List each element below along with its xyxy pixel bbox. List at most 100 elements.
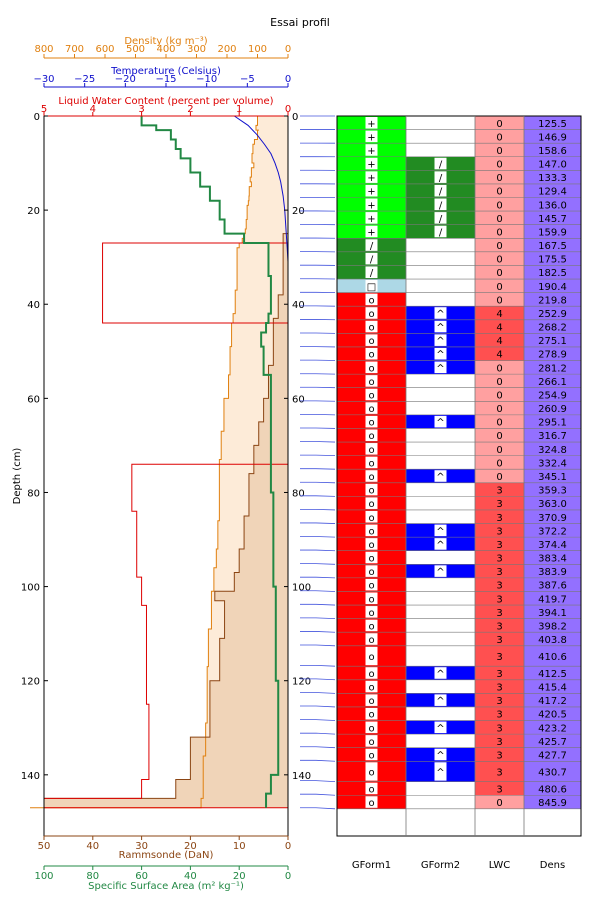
lwc-cell [475, 360, 524, 375]
gform1-symbol: o [368, 377, 374, 388]
gform1-symbol: o [368, 652, 374, 663]
lwc-value: 3 [496, 652, 502, 663]
gform2-symbol: ^ [436, 540, 444, 551]
gform1-symbol-box [365, 212, 378, 224]
ssa-tick-label: 100 [34, 871, 53, 882]
lwc-cell [475, 156, 524, 171]
density-tick-label: 600 [95, 44, 114, 55]
gform1-symbol-box [365, 721, 378, 734]
lwc-cell [475, 666, 524, 680]
table-headers: GForm1 GForm2 LWC Dens [352, 860, 565, 871]
lwc-cell [475, 482, 524, 497]
dens-value: 419.7 [538, 594, 567, 605]
gform1-symbol: o [368, 431, 374, 442]
lwc-series-line [43, 116, 289, 809]
depth-tick-label: 80 [27, 488, 40, 499]
density-tick-label: 100 [248, 44, 267, 55]
dens-value: 275.1 [538, 336, 567, 347]
gform2-cell [406, 374, 475, 388]
gform2-cell [406, 143, 475, 157]
lwc-cell [475, 170, 524, 184]
gform2-cell [406, 509, 475, 524]
inner-depth-tick-label: 0 [292, 112, 298, 123]
gform1-symbol-box [365, 592, 378, 605]
gform2-symbol: / [439, 187, 443, 198]
lwc-value: 3 [496, 710, 502, 721]
lwc-value: 0 [496, 390, 502, 401]
dens-cell [524, 761, 581, 782]
lwc-value: 3 [496, 696, 502, 707]
temperature-tick-label: −10 [196, 74, 217, 85]
dens-value: 278.9 [538, 350, 567, 361]
depth-link-line [300, 759, 336, 762]
dens-cell [524, 197, 581, 212]
gform1-symbol-box [365, 388, 378, 401]
gform2-symbol: ^ [436, 696, 444, 707]
dens-cell [524, 577, 581, 592]
depth-tick-label: 20 [27, 206, 40, 217]
lwc-value: 0 [496, 282, 502, 293]
lwc-value: 3 [496, 723, 502, 734]
table-rows: +0 125.5 + 0 146.9 + 0 158.6 + / 0 147.0 + / 0 133.3 + / 0… [337, 116, 581, 809]
gform1-symbol-box [365, 606, 378, 618]
dens-value: 387.6 [538, 581, 567, 592]
depth-link-line [300, 441, 336, 443]
dens-cell [524, 224, 581, 239]
gform1-symbol: + [367, 132, 375, 143]
gform1-symbol: o [368, 737, 374, 748]
gform2-cell [406, 455, 475, 470]
lwc-tick-label: 3 [138, 104, 144, 115]
dens-cell [524, 795, 581, 809]
depth-link-line [300, 481, 336, 484]
dens-cell [524, 279, 581, 293]
dens-value: 420.5 [538, 710, 567, 721]
dens-value: 167.5 [538, 241, 567, 252]
dens-value: 125.5 [538, 119, 567, 130]
lwc-value: 4 [496, 323, 502, 334]
depth-axis: 0 20 40 60 80 100 120 140 [21, 112, 288, 782]
lwc-value: 0 [496, 377, 502, 388]
gform1-symbol: o [368, 621, 374, 632]
gform1-symbol: o [368, 581, 374, 592]
gform1-symbol: o [368, 390, 374, 401]
lwc-value: 3 [496, 683, 502, 694]
gform1-symbol: + [367, 187, 375, 198]
dens-value: 370.9 [538, 513, 567, 524]
dens-value: 281.2 [538, 363, 567, 374]
lwc-cell [475, 442, 524, 456]
gform1-symbol: / [370, 268, 374, 279]
inner-depth-tick-label: 60 [292, 394, 305, 405]
gform1-symbol: + [367, 119, 375, 130]
gform1-symbol: o [368, 458, 374, 469]
gform2-symbol-box [434, 347, 447, 360]
lwc-cell [475, 550, 524, 565]
lwc-value: 0 [496, 241, 502, 252]
density-tick-label: 0 [285, 44, 291, 55]
depth-link-line [300, 522, 336, 524]
gform1-symbol-box [365, 667, 378, 679]
depth-link-line [300, 454, 336, 457]
lwc-value: 3 [496, 594, 502, 605]
gform2-symbol: / [439, 173, 443, 184]
depth-tick-label: 120 [21, 677, 40, 688]
lwc-value: 4 [496, 336, 502, 347]
lwc-cell [475, 306, 524, 320]
gform1-symbol-box [365, 619, 378, 632]
lwc-cell [475, 251, 524, 266]
gform2-symbol: ^ [436, 472, 444, 483]
ssa-series-line [140, 116, 280, 808]
gform2-symbol-box [434, 198, 447, 211]
lwc-cell [475, 577, 524, 592]
lwc-value: 3 [496, 499, 502, 510]
depth-link-line [300, 793, 336, 796]
dens-cell [524, 333, 581, 347]
lwc-cell [475, 143, 524, 157]
gform1-symbol: o [368, 445, 374, 456]
gform2-cell [406, 442, 475, 456]
depth-link-line [300, 563, 336, 565]
gform2-symbol-box [434, 361, 447, 374]
lwc-value: 0 [496, 160, 502, 171]
dens-value: 145.7 [538, 214, 567, 225]
dens-value: 398.2 [538, 621, 567, 632]
